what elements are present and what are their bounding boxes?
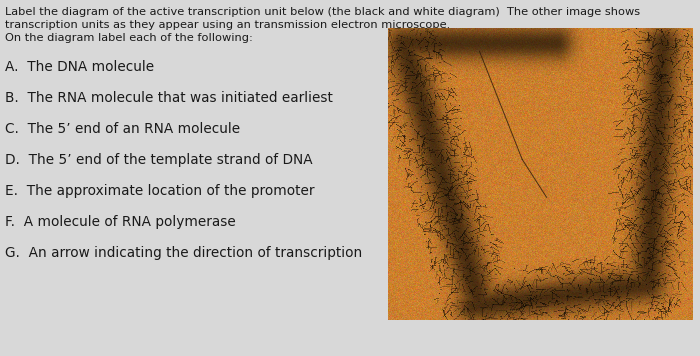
Text: C.  The 5’ end of an RNA molecule: C. The 5’ end of an RNA molecule xyxy=(5,122,240,136)
Text: D.  The 5’ end of the template strand of DNA: D. The 5’ end of the template strand of … xyxy=(5,153,313,167)
Text: Label the diagram of the active transcription unit below (the black and white di: Label the diagram of the active transcri… xyxy=(5,7,640,17)
Text: G.  An arrow indicating the direction of transcription: G. An arrow indicating the direction of … xyxy=(5,246,363,260)
Text: E.  The approximate location of the promoter: E. The approximate location of the promo… xyxy=(5,184,314,198)
Text: transcription units as they appear using an transmission electron microscope.: transcription units as they appear using… xyxy=(5,20,450,30)
Text: A.  The DNA molecule: A. The DNA molecule xyxy=(5,60,154,74)
Text: B.  The RNA molecule that was initiated earliest: B. The RNA molecule that was initiated e… xyxy=(5,91,333,105)
Text: F.  A molecule of RNA polymerase: F. A molecule of RNA polymerase xyxy=(5,215,236,229)
Text: On the diagram label each of the following:: On the diagram label each of the followi… xyxy=(5,33,253,43)
